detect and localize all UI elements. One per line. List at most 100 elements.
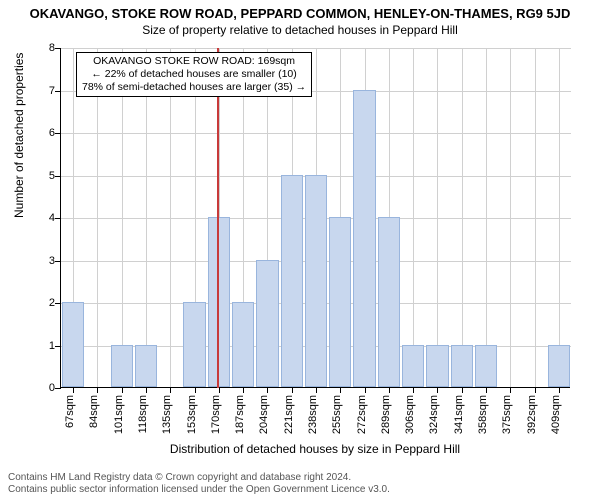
xtick-label: 84sqm (88, 395, 100, 428)
xtick-label: 221sqm (283, 395, 295, 434)
main-title: OKAVANGO, STOKE ROW ROAD, PEPPARD COMMON… (0, 0, 600, 21)
xtick (389, 387, 390, 393)
xtick (316, 387, 317, 393)
xtick (413, 387, 414, 393)
xtick (170, 387, 171, 393)
xtick-label: 409sqm (550, 395, 562, 434)
xtick-label: 255sqm (331, 395, 343, 434)
xtick-label: 375sqm (501, 395, 513, 434)
ytick-label: 4 (33, 212, 55, 224)
gridline-v (510, 48, 511, 388)
xtick-label: 118sqm (137, 395, 149, 433)
gridline-v (146, 48, 147, 388)
ytick (55, 91, 61, 92)
xtick-label: 135sqm (161, 395, 173, 434)
gridline-v (559, 48, 560, 388)
ytick (55, 48, 61, 49)
xtick-label: 187sqm (234, 395, 246, 434)
xtick (462, 387, 463, 393)
ytick-label: 5 (33, 170, 55, 182)
ytick (55, 346, 61, 347)
histogram-bar (329, 217, 351, 387)
gridline-v (535, 48, 536, 388)
annotation-line: OKAVANGO STOKE ROW ROAD: 169sqm (82, 55, 306, 68)
xtick (437, 387, 438, 393)
marker-line (217, 48, 219, 388)
xtick (365, 387, 366, 393)
ytick-label: 1 (33, 340, 55, 352)
ytick (55, 388, 61, 389)
gridline-v (437, 48, 438, 388)
xtick-label: 272sqm (356, 395, 368, 434)
ytick-label: 2 (33, 297, 55, 309)
histogram-bar (232, 302, 254, 387)
xtick (535, 387, 536, 393)
sub-title: Size of property relative to detached ho… (0, 21, 600, 37)
annotation-line: 78% of semi-detached houses are larger (… (82, 81, 306, 94)
xtick (559, 387, 560, 393)
gridline-v (97, 48, 98, 388)
xtick (146, 387, 147, 393)
histogram-bar (135, 345, 157, 388)
ytick-label: 8 (33, 42, 55, 54)
histogram-bar (451, 345, 473, 388)
ytick-label: 3 (33, 255, 55, 267)
xtick-label: 341sqm (453, 395, 465, 434)
chart-container: OKAVANGO, STOKE ROW ROAD, PEPPARD COMMON… (0, 0, 600, 500)
histogram-bar (305, 175, 327, 388)
gridline-v (413, 48, 414, 388)
histogram-bar (426, 345, 448, 388)
ytick-label: 7 (33, 85, 55, 97)
xtick (122, 387, 123, 393)
xtick-label: 67sqm (64, 395, 76, 428)
ytick (55, 133, 61, 134)
xtick-label: 392sqm (526, 395, 538, 434)
ytick (55, 303, 61, 304)
ytick-label: 6 (33, 127, 55, 139)
xtick (73, 387, 74, 393)
xtick-label: 324sqm (428, 395, 440, 434)
xtick (243, 387, 244, 393)
footer-attribution: Contains HM Land Registry data © Crown c… (8, 472, 390, 496)
xtick-label: 238sqm (307, 395, 319, 434)
histogram-bar (378, 217, 400, 387)
gridline-v (122, 48, 123, 388)
xtick-label: 306sqm (404, 395, 416, 434)
xtick (267, 387, 268, 393)
xtick (340, 387, 341, 393)
xtick (97, 387, 98, 393)
y-axis-label: Number of detached properties (12, 53, 26, 218)
xtick (292, 387, 293, 393)
xtick (510, 387, 511, 393)
histogram-bar (183, 302, 205, 387)
ytick (55, 176, 61, 177)
gridline-v (486, 48, 487, 388)
xtick (486, 387, 487, 393)
histogram-bar (62, 302, 84, 387)
histogram-bar (281, 175, 303, 388)
annotation-line: ← 22% of detached houses are smaller (10… (82, 68, 306, 81)
histogram-bar (548, 345, 570, 388)
histogram-bar (402, 345, 424, 388)
ytick-label: 0 (33, 382, 55, 394)
ytick (55, 261, 61, 262)
gridline-v (462, 48, 463, 388)
histogram-bar (256, 260, 278, 388)
plot-region: 01234567867sqm84sqm101sqm118sqm135sqm153… (60, 48, 570, 388)
histogram-bar (475, 345, 497, 388)
histogram-bar (111, 345, 133, 388)
xtick-label: 101sqm (113, 395, 125, 434)
x-axis-label: Distribution of detached houses by size … (60, 442, 570, 456)
xtick-label: 289sqm (380, 395, 392, 434)
footer-line2: Contains public sector information licen… (8, 484, 390, 496)
footer-line1: Contains HM Land Registry data © Crown c… (8, 472, 390, 484)
xtick (195, 387, 196, 393)
xtick-label: 358sqm (477, 395, 489, 434)
xtick-label: 204sqm (258, 395, 270, 434)
xtick-label: 153sqm (186, 395, 198, 434)
xtick-label: 170sqm (210, 395, 222, 434)
ytick (55, 218, 61, 219)
histogram-bar (353, 90, 375, 388)
gridline-v (170, 48, 171, 388)
chart-area: 01234567867sqm84sqm101sqm118sqm135sqm153… (60, 48, 570, 388)
